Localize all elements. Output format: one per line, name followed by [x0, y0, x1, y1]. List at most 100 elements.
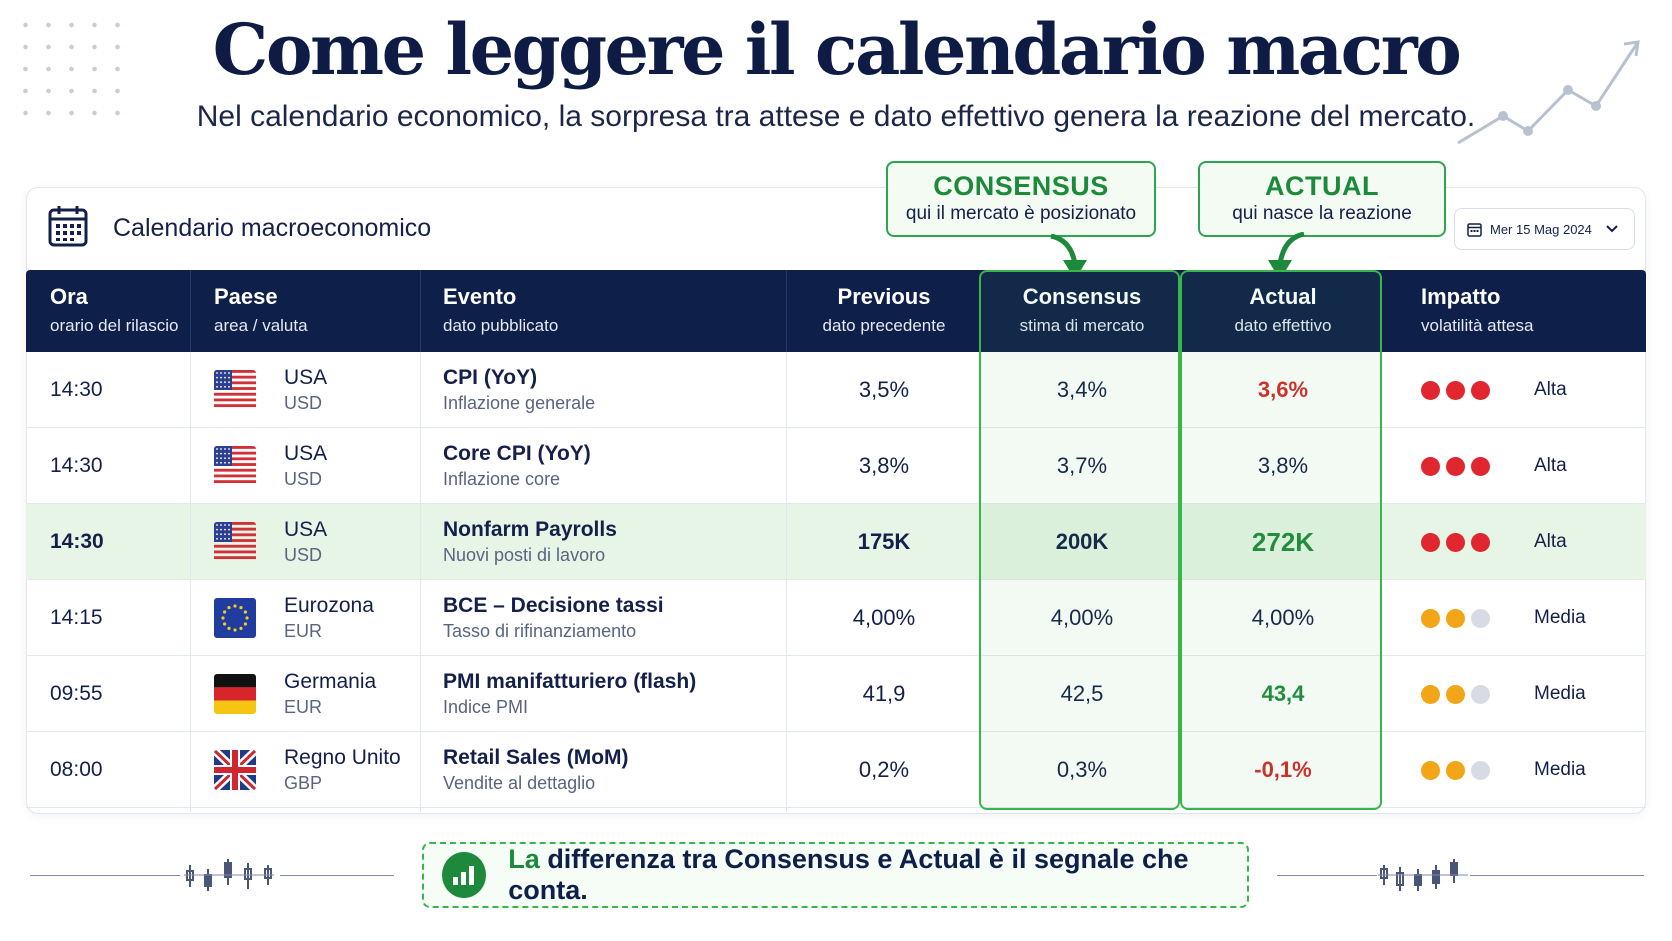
- uk-flag: [214, 750, 256, 790]
- impact-dot: [1446, 760, 1465, 780]
- cell-country: USA USD: [284, 518, 328, 565]
- date-picker[interactable]: Mer 15 Mag 2024: [1454, 208, 1635, 250]
- consensus-callout-title: CONSENSUS: [933, 171, 1109, 201]
- impact-dot: [1471, 760, 1490, 780]
- trend-line-icon: [1457, 40, 1640, 145]
- cell-impact-dots: [1421, 656, 1521, 732]
- impact-dot: [1421, 608, 1440, 628]
- cell-event: BCE – Decisione tassi Tasso di rifinanzi…: [443, 594, 664, 641]
- de-flag: [214, 674, 256, 714]
- cell-consensus: 4,00%: [1050, 605, 1114, 630]
- impact-dot: [1446, 608, 1465, 628]
- impact-dot: [1471, 684, 1490, 704]
- col-header-evento: Evento dato pubblicato: [443, 284, 559, 335]
- cell-impact-dots: [1421, 428, 1521, 504]
- page-subtitle: Nel calendario economico, la sorpresa tr…: [196, 100, 1476, 133]
- impact-dot: [1421, 760, 1440, 780]
- chevron-down-icon: [1606, 225, 1618, 233]
- cell-previous: 175K: [857, 529, 911, 554]
- cell-time: 09:55: [50, 682, 103, 705]
- cell-time: 14:30: [50, 530, 104, 553]
- candlestick-icon: [1378, 859, 1468, 891]
- cell-previous: 4,00%: [852, 605, 916, 630]
- cell-actual: 272K: [1251, 526, 1315, 557]
- table-row[interactable]: 14:15 Eurozona EUR BCE – Decisione tassi…: [26, 580, 1646, 656]
- us-flag: [214, 446, 256, 486]
- col-header-actual: Actual dato effettivo: [1234, 284, 1332, 335]
- actual-column-highlight: [1180, 270, 1382, 810]
- card-title: Calendario macroeconomico: [113, 214, 432, 242]
- impact-dot: [1421, 380, 1440, 400]
- cell-time: 14:30: [50, 378, 103, 401]
- table-row[interactable]: 08:00 Regno Unito GBP Retail Sales (MoM)…: [26, 732, 1646, 808]
- cell-time: 08:00: [50, 758, 103, 781]
- table-row[interactable]: 14:30 USA USD Core CPI (YoY) Inflazione …: [26, 428, 1646, 504]
- impact-dot: [1446, 380, 1465, 400]
- cell-previous: 3,5%: [858, 377, 910, 402]
- consensus-callout-text: qui il mercato è posizionato: [905, 203, 1137, 224]
- impact-dot: [1446, 532, 1465, 552]
- cell-country: Regno Unito GBP: [284, 746, 401, 793]
- cell-event: CPI (YoY) Inflazione generale: [443, 366, 596, 413]
- cell-impact-label: Alta: [1534, 455, 1567, 476]
- calendar-icon: [48, 206, 88, 247]
- table-row[interactable]: 09:55 Germania EUR PMI manifatturiero (f…: [26, 656, 1646, 732]
- impact-dot: [1421, 684, 1440, 704]
- cell-impact-dots: [1421, 732, 1521, 808]
- cell-previous: 41,9: [862, 681, 906, 706]
- consensus-column-highlight: [979, 270, 1180, 810]
- cell-impact-label: Alta: [1534, 379, 1567, 400]
- cell-event: Core CPI (YoY) Inflazione core: [443, 442, 591, 489]
- cell-consensus: 3,7%: [1056, 453, 1108, 478]
- candlestick-icon: [184, 859, 274, 891]
- cell-time: 14:30: [50, 454, 103, 477]
- cell-country: Eurozona EUR: [284, 594, 374, 641]
- cell-impact-dots: [1421, 504, 1521, 580]
- col-header-impatto: Impatto volatilità attesa: [1421, 284, 1534, 335]
- cell-previous: 0,2%: [858, 757, 910, 782]
- cell-actual: 3,8%: [1257, 453, 1309, 478]
- cell-country: USA USD: [284, 366, 328, 413]
- cell-time: 14:15: [50, 606, 103, 629]
- cell-consensus: 3,4%: [1056, 377, 1108, 402]
- cell-consensus: 42,5: [1060, 681, 1104, 706]
- impact-dot: [1421, 532, 1440, 552]
- cell-country: USA USD: [284, 442, 328, 489]
- cell-actual: 3,6%: [1257, 377, 1309, 402]
- actual-callout: ACTUAL qui nasce la reazione: [1198, 161, 1446, 237]
- impact-dot: [1446, 456, 1465, 476]
- table-header: Ora orario del rilascio Paese area / valut…: [26, 270, 1646, 352]
- cell-country: Germania EUR: [284, 670, 377, 717]
- cell-impact-dots: [1421, 352, 1521, 428]
- cell-event: Retail Sales (MoM) Vendite al dettaglio: [443, 746, 629, 793]
- cell-impact-label: Media: [1534, 683, 1586, 704]
- cell-impact-label: Media: [1534, 607, 1586, 628]
- actual-callout-text: qui nasce la reazione: [1232, 203, 1412, 224]
- impact-dot: [1421, 456, 1440, 476]
- table-row[interactable]: 14:30 USA USD CPI (YoY) Inflazione gener…: [26, 352, 1646, 428]
- cell-impact-dots: [1421, 580, 1521, 656]
- us-flag: [214, 522, 256, 562]
- col-header-paese: Paese area / valuta: [214, 284, 308, 335]
- table-row[interactable]: 14:30 USA USD Nonfarm Payrolls Nuovi pos…: [26, 504, 1646, 580]
- cell-actual: -0,1%: [1254, 757, 1312, 782]
- col-header-previous: Previous dato precedente: [822, 284, 946, 335]
- cell-consensus: 200K: [1055, 529, 1109, 554]
- cell-event: Nonfarm Payrolls Nuovi posti di lavoro: [443, 518, 617, 565]
- bar-chart-icon: [442, 852, 487, 898]
- impact-dot: [1471, 456, 1490, 476]
- col-header-ora: Ora orario del rilascio: [50, 284, 179, 335]
- date-label: Mer 15 Mag 2024: [1490, 221, 1592, 237]
- us-flag: [214, 370, 256, 410]
- cell-previous: 3,8%: [858, 453, 910, 478]
- impact-dot: [1446, 684, 1465, 704]
- calendar-icon: [1467, 222, 1482, 237]
- footer-banner: La differenza tra Consensus e Actual è i…: [422, 842, 1249, 908]
- footer-message: La differenza tra Consensus e Actual è i…: [508, 844, 1189, 905]
- col-header-consensus: Consensus stima di mercato: [1019, 284, 1145, 335]
- cell-impact-label: Alta: [1534, 531, 1567, 552]
- decorative-dots: [14, 14, 134, 130]
- cell-consensus: 0,3%: [1056, 757, 1108, 782]
- impact-dot: [1471, 608, 1490, 628]
- eu-flag: [214, 598, 256, 638]
